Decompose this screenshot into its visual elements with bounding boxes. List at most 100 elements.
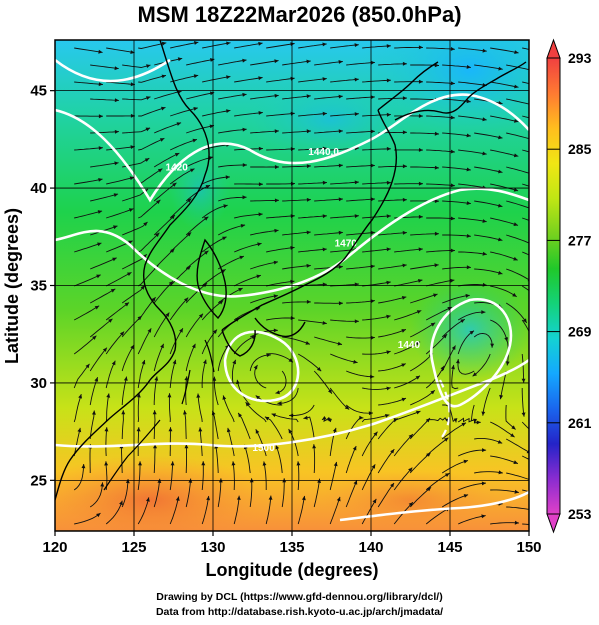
streamline-arrowhead — [290, 76, 295, 81]
streamline-arrowhead — [466, 201, 471, 205]
streamline-arrowhead — [275, 390, 280, 395]
streamline-arrowhead — [226, 75, 231, 80]
streamline — [217, 287, 243, 304]
streamline-arrowhead — [257, 242, 262, 247]
height-contour — [429, 298, 513, 408]
streamline-arrowhead — [96, 274, 101, 279]
streamline — [298, 43, 327, 49]
height-contour — [55, 187, 529, 298]
streamline-arrowhead — [532, 341, 536, 345]
streamline — [234, 242, 262, 253]
streamline — [153, 214, 176, 236]
streamline-arrowhead — [123, 376, 128, 381]
streamline — [441, 318, 466, 338]
streamline-arrowhead — [168, 281, 173, 286]
streamline-arrowhead — [128, 208, 134, 212]
streamline-arrowhead — [322, 416, 327, 420]
streamline — [345, 445, 357, 474]
streamline — [185, 313, 204, 338]
streamline — [441, 345, 456, 372]
streamline-arrowhead — [354, 112, 359, 116]
streamline-arrowhead — [425, 418, 430, 423]
streamline-arrowhead — [193, 74, 199, 79]
streamline-arrowhead — [512, 292, 517, 297]
streamline — [298, 319, 327, 324]
streamline — [490, 115, 519, 123]
streamline-arrowhead — [433, 293, 438, 298]
streamline-arrowhead — [402, 263, 407, 268]
streamline — [137, 461, 141, 491]
streamline — [201, 204, 228, 219]
streamline — [409, 452, 431, 474]
streamline-arrowhead — [469, 330, 474, 335]
streamline — [410, 64, 440, 66]
streamline-arrowhead — [306, 263, 311, 268]
streamline — [202, 42, 231, 49]
streamline-arrowhead — [94, 377, 99, 382]
contour-label: 1420 — [166, 163, 189, 174]
streamline-arrowhead — [104, 427, 109, 432]
streamline-arrowhead — [337, 341, 342, 346]
streamline-arrowhead — [530, 68, 534, 72]
streamline — [458, 251, 487, 255]
streamline-arrowhead — [386, 314, 391, 319]
contour-label: 1440 — [398, 340, 421, 351]
streamline — [490, 285, 517, 298]
streamline — [215, 444, 219, 474]
streamline-arrowhead — [561, 173, 566, 177]
streamline — [201, 461, 204, 491]
streamline-arrowhead — [161, 106, 166, 111]
streamline — [362, 248, 391, 253]
streamline-arrowhead — [258, 146, 263, 151]
streamline-arrowhead — [402, 130, 407, 135]
streamline-arrowhead — [561, 480, 565, 484]
streamline — [264, 416, 283, 440]
streamline-arrowhead — [303, 415, 308, 420]
streamline — [458, 217, 487, 223]
streamline-arrowhead — [157, 168, 163, 173]
streamline — [521, 285, 529, 292]
streamline-arrowhead — [255, 429, 260, 434]
streamline-arrowhead — [466, 265, 471, 270]
streamline-arrowhead — [130, 344, 134, 350]
streamline-arrowhead — [513, 153, 519, 158]
streamline — [106, 47, 135, 54]
streamline-arrowhead — [530, 137, 534, 141]
streamline — [250, 94, 279, 100]
streamline — [458, 149, 487, 155]
streamline — [410, 166, 440, 169]
streamline-arrowhead — [301, 495, 306, 501]
streamline — [346, 370, 375, 378]
streamline — [185, 216, 209, 236]
streamline — [297, 495, 305, 525]
streamline — [201, 236, 227, 253]
streamline — [471, 404, 481, 424]
streamline-arrowhead — [476, 420, 481, 425]
streamline-arrowhead — [338, 230, 343, 235]
streamline — [442, 266, 471, 270]
streamline-arrowhead — [514, 119, 519, 123]
streamline — [266, 215, 295, 219]
streamline-arrowhead — [273, 328, 278, 333]
streamline — [458, 482, 487, 491]
height-contour — [55, 93, 529, 203]
streamline-arrowhead — [529, 478, 533, 482]
streamline-arrowhead — [142, 254, 147, 259]
streamline-arrowhead — [530, 172, 534, 176]
y-tick-label: 25 — [30, 472, 47, 489]
x-axis-ticks: 120 125 130 135 140 145 150 — [42, 531, 542, 556]
streamline — [482, 387, 491, 416]
streamline — [265, 495, 272, 525]
plot-area: 1440.0 1470 1440 1500 1420 — [54, 39, 566, 532]
streamline — [522, 523, 529, 525]
streamline-arrowhead — [466, 167, 471, 172]
streamline-arrowhead — [106, 393, 111, 398]
streamline-arrowhead — [463, 459, 468, 464]
streamline — [213, 376, 219, 406]
streamline — [506, 166, 529, 174]
streamline-arrowhead — [147, 328, 152, 333]
streamline-arrowhead — [322, 214, 327, 219]
streamline — [377, 482, 395, 508]
streamline-arrowhead — [386, 350, 391, 355]
streamline-arrowhead — [505, 361, 510, 366]
